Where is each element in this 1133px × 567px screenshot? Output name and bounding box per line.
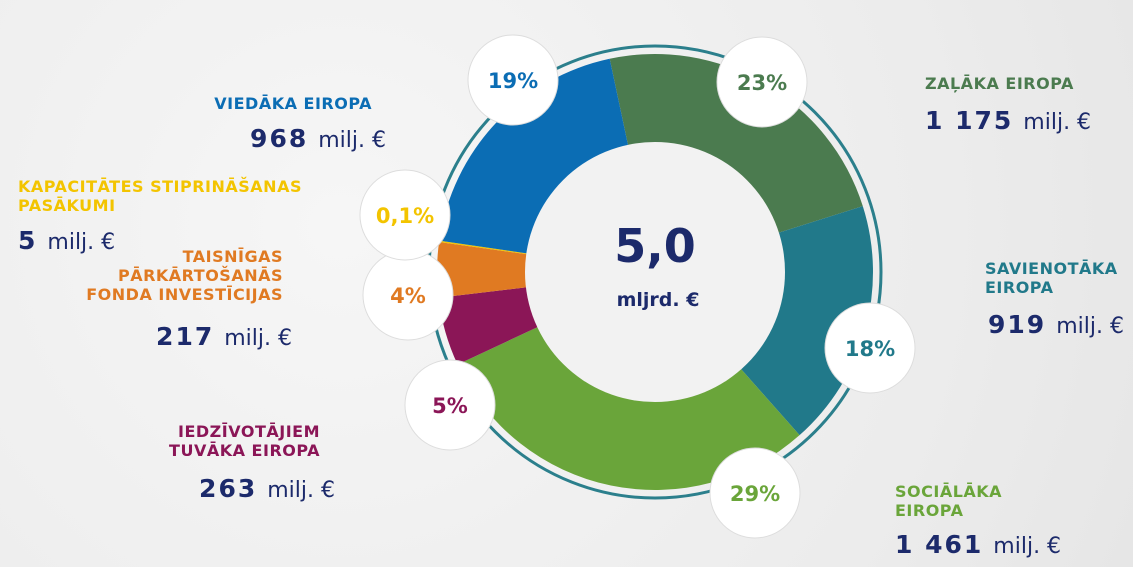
bubble [404,359,496,451]
bubble [467,34,559,126]
amount-unit: milj. € [318,128,386,153]
amount-unit: milj. € [47,230,116,255]
donut-segment [439,58,629,254]
amount-unit: milj. € [993,534,1062,559]
category-label: ZAĻĀKA EIROPA [925,74,1074,93]
percent-label: 0,1% [376,204,434,228]
category-label: VIEDĀKA EIROPA [214,94,372,113]
donut-segment [436,242,529,298]
amount-unit: milj. € [1056,314,1124,339]
donut-hole [525,142,785,402]
bubble [359,169,451,261]
category-label: IEDZĪVOTĀJIEM TUVĀKA EIROPA [169,422,320,460]
donut-segment [457,326,800,490]
amount: 217 milj. € [156,322,292,351]
category-label: KAPACITĀTES STIPRINĀŠANAS PASĀKUMI [18,177,302,215]
amount: 968 milj. € [250,124,386,153]
category-label: TAISNĪGAS PĀRKĀRTOŠANĀS FONDA INVESTĪCIJ… [86,247,283,304]
percent-label: 19% [488,69,538,93]
bubble [709,447,801,539]
total-unit: mljrd. € [617,289,700,311]
amount-unit: milj. € [1023,110,1092,135]
amount-value: 1 461 [895,530,984,559]
amount-unit: milj. € [224,326,292,351]
amount-value: 1 175 [925,106,1014,135]
amount: 919 milj. € [988,310,1124,339]
category-label: SAVIENOTĀKA EIROPA [985,259,1118,297]
total: 5,0 [614,219,696,273]
amount-value: 263 [199,474,258,503]
amount: 1 461 milj. € [895,530,1061,559]
bubble [716,36,808,128]
amount: 5 milj. € [18,226,115,255]
donut-segment [609,54,863,234]
donut-segment [438,287,540,365]
amount-value: 968 [250,124,309,153]
percent-label: 23% [737,71,787,95]
category-label: SOCIĀLĀKA EIROPA [895,482,1003,520]
amount: 263 milj. € [199,474,335,503]
amount-value: 919 [988,310,1047,339]
percent-label: 29% [730,482,780,506]
bubbles: 23% 18% 29% 5% 4% 0,1% 19% [359,34,916,539]
percent-label: 5% [432,394,468,418]
amount-unit: milj. € [267,478,335,503]
donut-segment [439,240,529,255]
percent-label: 4% [390,284,426,308]
bubble [824,302,916,394]
arcs [436,54,873,490]
percent-label: 18% [845,337,895,361]
amount-value: 5 [18,226,38,255]
amount: 1 175 milj. € [925,106,1091,135]
amount-value: 217 [156,322,215,351]
